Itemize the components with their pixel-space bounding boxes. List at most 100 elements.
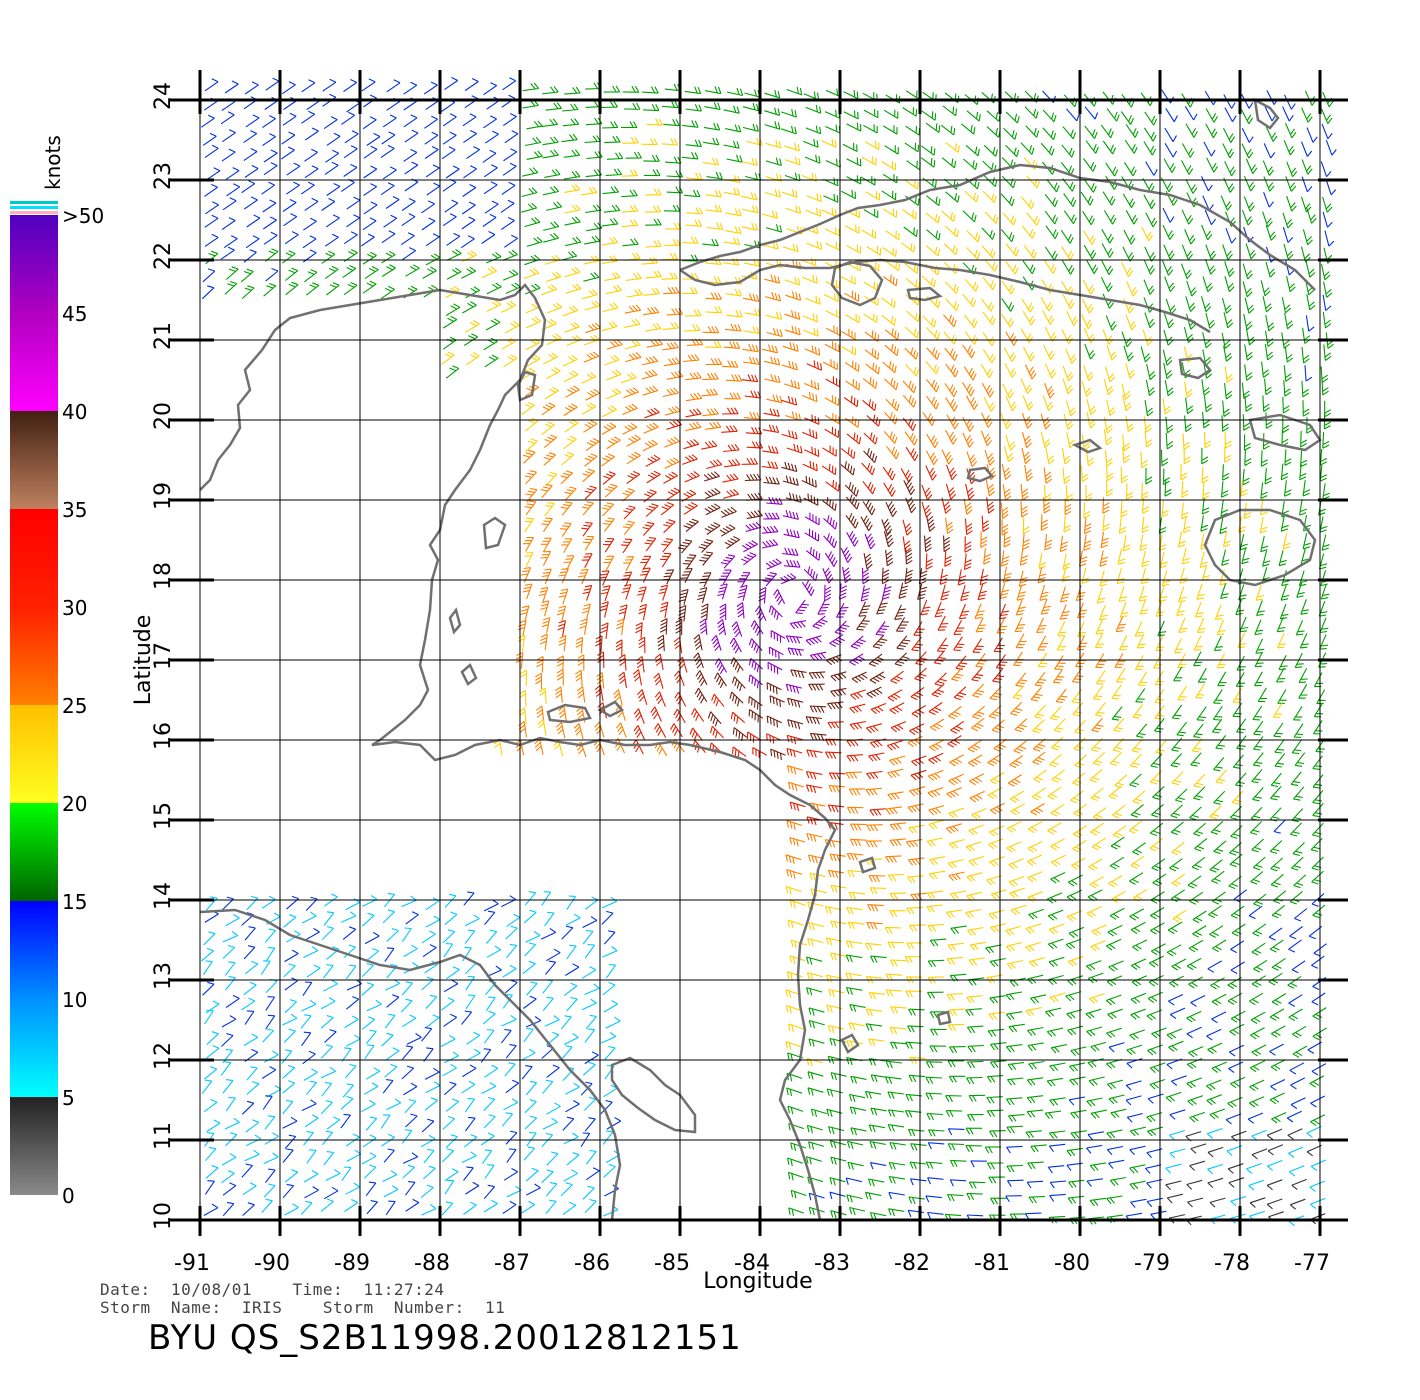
wind-barb (1203, 141, 1216, 157)
wind-barb (1124, 139, 1138, 154)
wind-barb (345, 964, 357, 980)
wind-barb (633, 708, 645, 724)
wind-barb (642, 521, 655, 536)
wind-barb (303, 946, 319, 958)
latitude-tick-label: 20 (151, 402, 176, 430)
wind-barb (1165, 432, 1174, 450)
wind-barb (902, 107, 918, 117)
wind-barb (1123, 229, 1136, 245)
wind-barb (526, 1183, 541, 1196)
wind-barb (1283, 480, 1292, 497)
wind-barb (320, 997, 336, 1010)
wind-barb (403, 944, 418, 958)
wind-barb (1291, 960, 1306, 974)
wind-barb (301, 110, 316, 124)
wind-barb (704, 503, 721, 516)
wind-barb (654, 723, 667, 738)
isla-juventud-coastline (830, 260, 884, 307)
wind-barb (805, 635, 822, 646)
wind-barb (321, 1081, 333, 1097)
wind-barb (1046, 1077, 1064, 1087)
wind-barb (1147, 1093, 1164, 1104)
wind-barb (1286, 195, 1297, 212)
wind-barb (927, 959, 945, 968)
wind-barb (605, 284, 623, 295)
wind-barb (885, 806, 902, 815)
wind-barb (1170, 804, 1183, 819)
wind-barb (220, 1061, 232, 1076)
wind-barb (933, 650, 946, 665)
wind-barb (422, 266, 437, 279)
wind-barb (705, 358, 723, 366)
wind-barb (766, 224, 783, 233)
wind-barb (645, 188, 662, 196)
longitude-tick-label: -91 (174, 1251, 210, 1276)
wind-barb (424, 146, 439, 159)
wind-barb (945, 1095, 962, 1103)
wind-barb (925, 1195, 942, 1203)
wind-barb (704, 522, 721, 535)
wind-barb (763, 476, 780, 485)
wind-barb (424, 131, 439, 145)
wind-barb (1186, 1077, 1202, 1089)
wind-barb (284, 999, 297, 1014)
wind-barb (963, 553, 972, 571)
wind-barb (724, 323, 742, 332)
wind-barb (340, 178, 355, 192)
wind-barb (1169, 1148, 1186, 1159)
wind-barb (789, 955, 806, 964)
wind-barb (282, 1064, 296, 1079)
wind-barb (1277, 689, 1287, 704)
wind-barb (699, 551, 714, 566)
wind-barb (848, 788, 866, 796)
wind-barb (1178, 531, 1186, 548)
wind-barb (380, 144, 395, 158)
wind-barb (1095, 619, 1105, 635)
colorbar-band (10, 313, 58, 411)
wind-barb (866, 770, 883, 780)
wind-barb (1022, 533, 1030, 550)
wind-barb (850, 635, 866, 650)
wind-barb (971, 808, 987, 820)
wind-barb (603, 354, 620, 366)
wind-barb (784, 559, 801, 568)
wind-barb (785, 492, 802, 503)
wind-barb (787, 781, 804, 792)
wind-barb (1098, 604, 1108, 621)
wind-barb (1051, 769, 1065, 783)
wind-barb (1018, 570, 1028, 587)
wind-barb (843, 395, 859, 408)
wind-barb (825, 124, 841, 134)
wind-barb (1200, 296, 1212, 313)
wind-barb (1243, 196, 1255, 212)
wind-barb (523, 909, 537, 924)
wind-barb (887, 791, 904, 801)
wind-barb (1106, 1195, 1123, 1205)
wind-barb (1215, 769, 1227, 784)
wind-barb (1306, 127, 1318, 143)
wind-barb (1231, 790, 1244, 805)
wind-barb (481, 1149, 493, 1164)
wind-barb (785, 885, 802, 895)
wind-barb (1005, 434, 1016, 451)
wind-barb (967, 739, 982, 753)
wind-barb (541, 1169, 554, 1184)
wind-barb (1103, 429, 1113, 446)
wind-barb (1142, 329, 1154, 346)
wind-barb (1012, 685, 1025, 700)
wind-barb (805, 546, 821, 561)
wind-barb (1322, 196, 1333, 213)
wind-barb (1084, 125, 1098, 139)
wind-barb (807, 937, 824, 947)
wind-barb (1163, 158, 1176, 173)
wind-barb (1074, 754, 1087, 769)
wind-barb (1126, 1044, 1143, 1056)
wind-barb (483, 899, 499, 912)
colorbar-band (10, 1097, 58, 1195)
wind-barb (1265, 314, 1275, 332)
wind-barb (1070, 1130, 1087, 1139)
wind-barb (284, 949, 299, 963)
wind-barb (763, 512, 780, 520)
wind-barb (664, 156, 682, 164)
wind-barb (503, 1168, 518, 1181)
